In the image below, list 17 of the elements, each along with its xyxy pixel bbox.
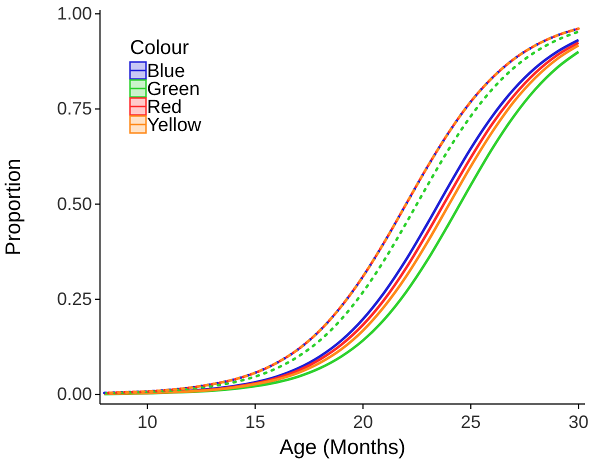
x-tick-label: 30 [568,412,589,432]
legend-title: Colour [130,37,190,59]
x-tick-label: 25 [460,412,481,432]
x-tick-label: 10 [137,412,158,432]
y-tick-label: 1.00 [56,4,92,24]
y-tick-label: 0.25 [56,289,92,310]
legend-label: Yellow [147,115,202,136]
y-tick-label: 0.75 [56,98,92,119]
legend-label: Green [147,79,200,100]
y-tick-label: 0.50 [56,194,92,214]
legend-label: Blue [147,61,186,82]
y-tick-label: 0.00 [56,384,92,404]
x-tick-label: 15 [245,412,266,432]
y-axis-title: Proportion [2,158,25,256]
legend-label: Red [147,97,182,118]
x-axis-title: Age (Months) [279,436,406,459]
x-tick-label: 20 [352,412,373,432]
